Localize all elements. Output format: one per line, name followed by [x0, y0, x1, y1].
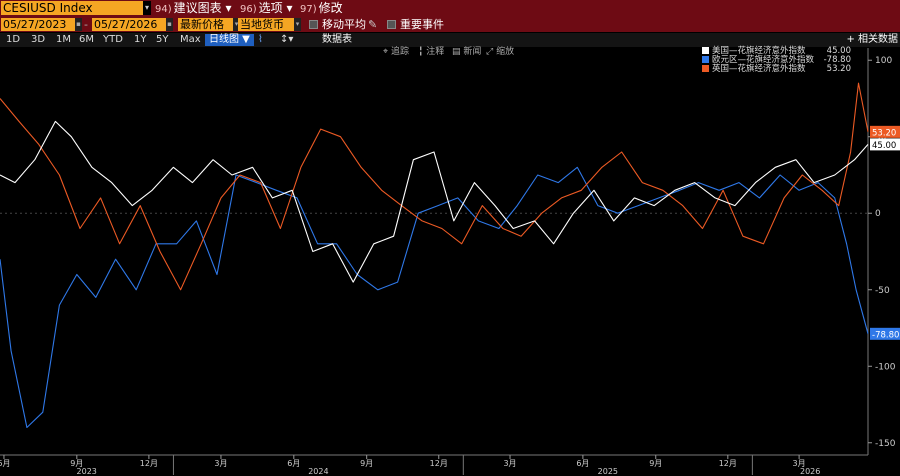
x-tick-label: 9月	[70, 459, 83, 468]
timeframe-ytd[interactable]: YTD	[103, 34, 123, 45]
last-value-badge	[870, 138, 900, 151]
chart-style-icon[interactable]: ↕▾	[280, 34, 294, 45]
chevron-down-icon[interactable]: ▾	[294, 18, 301, 31]
x-tick-label: 12月	[140, 459, 158, 468]
legend-swatch	[702, 56, 709, 63]
chart-type-select[interactable]: 日线图 ▼	[205, 34, 254, 46]
menu-edit[interactable]: 97) 修改	[300, 1, 343, 15]
zoom-label: 缩放	[496, 47, 515, 57]
timeframe-1m[interactable]: 1M	[56, 34, 71, 45]
year-label: 2025	[598, 467, 618, 476]
x-tick-label: 6月	[576, 459, 589, 468]
legend-value: 53.20	[827, 64, 851, 74]
legend-label: 英国—花旗经济意外指数	[712, 63, 806, 74]
annotate-label: 注释	[426, 47, 445, 57]
series-line	[0, 82, 869, 291]
y-tick-label: 100	[875, 56, 892, 66]
last-value-badge	[870, 125, 900, 138]
currency-select[interactable]: 当地货币	[238, 18, 294, 31]
year-label: 2023	[77, 467, 97, 476]
menu-label: 修改	[318, 1, 343, 15]
legend-swatch	[702, 65, 709, 72]
timeframe-6m[interactable]: 6M	[79, 34, 94, 45]
start-date-input[interactable]: 05/27/2023	[1, 18, 75, 31]
legend-value: 45.00	[827, 46, 851, 56]
chart-type-label: 日线图	[209, 34, 239, 45]
ticker-field[interactable]: CESIUSD Index	[1, 1, 143, 15]
menu-options[interactable]: 96) 选项 ▾	[240, 1, 293, 15]
menu-num: 97)	[300, 4, 317, 15]
related-data-button[interactable]: + 相关数据	[846, 34, 898, 45]
x-tick-label: 3月	[503, 459, 516, 468]
last-value-label: -78.80	[872, 330, 899, 340]
x-tick-label: 6月	[287, 459, 300, 468]
news-tool[interactable]: ▤ 新闻	[452, 47, 482, 57]
year-label: 2026	[800, 467, 820, 476]
zoom-tool[interactable]: ⤢ 缩放	[486, 47, 515, 57]
track-tool[interactable]: ⌖ 追踪	[383, 47, 409, 57]
ticker-dropdown-icon[interactable]: ▾	[143, 1, 151, 15]
menu-label: 选项	[258, 1, 283, 15]
menu-label: 建议图表	[173, 1, 222, 15]
x-tick-label: 12月	[719, 459, 737, 468]
timeframe-5y[interactable]: 5Y	[156, 34, 169, 45]
legend-label: 美国—花旗经济意外指数	[712, 45, 806, 56]
end-date-input[interactable]: 05/27/2026	[92, 18, 166, 31]
key-events-label: 重要事件	[400, 18, 444, 31]
key-events-checkbox[interactable]	[387, 20, 396, 29]
pencil-icon[interactable]: ✎	[368, 18, 378, 31]
menu-num: 96)	[240, 4, 257, 15]
price-field-select[interactable]: 最新价格	[178, 18, 233, 31]
data-table-button[interactable]: 数据表	[322, 34, 352, 45]
annotate-tool[interactable]: ╏ 注释	[418, 47, 445, 57]
x-tick-label: 12月	[430, 459, 448, 468]
moving-avg-label: 移动平均	[322, 18, 366, 31]
x-tick-label: 6月	[0, 459, 11, 468]
line-chart-icon[interactable]: ⌇	[258, 34, 263, 45]
series-line	[0, 120, 869, 283]
y-tick-label: -100	[875, 362, 896, 372]
timeframe-max[interactable]: Max	[180, 34, 201, 45]
last-value-label: 45.00	[872, 141, 896, 151]
calendar-icon[interactable]: ▪	[166, 18, 173, 31]
last-value-label: 53.20	[872, 128, 896, 138]
track-label: 追踪	[390, 47, 409, 57]
x-tick-label: 9月	[360, 459, 373, 468]
menu-num: 94)	[155, 4, 172, 15]
legend-value: -78.80	[824, 55, 851, 65]
timeframe-3d[interactable]: 3D	[31, 34, 46, 45]
timeframe-1d[interactable]: 1D	[6, 34, 21, 45]
calendar-icon[interactable]: ▪	[75, 18, 82, 31]
y-tick-label: 0	[875, 209, 881, 219]
y-tick-label: -50	[875, 286, 890, 296]
y-tick-label: -150	[875, 439, 896, 449]
chevron-down-icon[interactable]: ▾	[233, 18, 240, 31]
news-label: 新闻	[463, 47, 482, 57]
menu-suggested-charts[interactable]: 94) 建议图表 ▾	[155, 1, 232, 15]
x-tick-label: 3月	[214, 459, 227, 468]
timeframe-1y[interactable]: 1Y	[134, 34, 147, 45]
series-line	[0, 166, 869, 429]
legend-swatch	[702, 47, 709, 54]
related-data-label: 相关数据	[858, 34, 898, 45]
last-value-badge	[870, 327, 900, 340]
x-tick-label: 9月	[649, 459, 662, 468]
legend-label: 欧元区—花旗经济意外指数	[712, 54, 815, 65]
x-tick-label: 3月	[793, 459, 806, 468]
moving-avg-checkbox[interactable]	[309, 20, 318, 29]
year-label: 2024	[308, 467, 328, 476]
date-separator: -	[84, 18, 88, 31]
